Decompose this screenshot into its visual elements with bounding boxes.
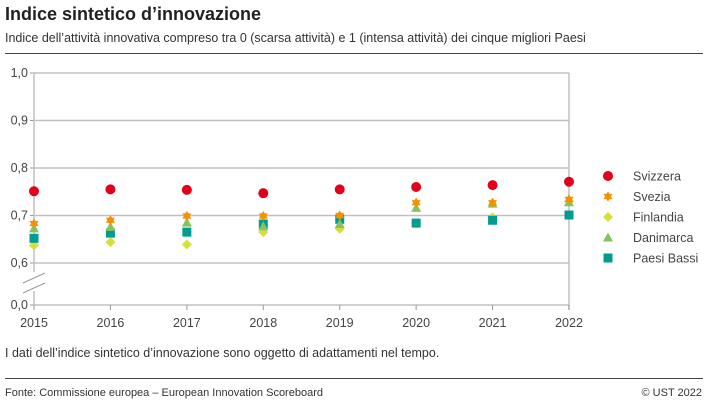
data-point-star bbox=[488, 197, 498, 208]
data-point-circle bbox=[411, 182, 422, 192]
x-tick-label: 2016 bbox=[97, 316, 125, 330]
data-point-triangle bbox=[105, 221, 116, 231]
data-point-circle bbox=[105, 184, 116, 195]
x-tick-label: 2017 bbox=[173, 316, 201, 330]
data-point-star bbox=[258, 210, 268, 221]
legend-label: Finlandia bbox=[633, 211, 684, 225]
legend-label: Paesi Bassi bbox=[633, 252, 698, 266]
data-point-star bbox=[105, 215, 115, 226]
y-tick-label: 0,9 bbox=[11, 114, 28, 128]
legend-marker-diamond bbox=[603, 212, 613, 222]
legend-marker-star bbox=[603, 191, 613, 202]
legend-marker-circle bbox=[603, 171, 613, 181]
data-point-diamond bbox=[29, 240, 39, 251]
data-point-star bbox=[411, 197, 421, 208]
copyright-text: © UST 2022 bbox=[641, 387, 703, 399]
legend-label: Danimarca bbox=[633, 231, 693, 245]
data-point-diamond bbox=[181, 239, 192, 250]
data-point-square bbox=[29, 233, 39, 243]
chart-subtitle: Indice dell’attività innovativa compreso… bbox=[5, 31, 586, 45]
data-point-circle bbox=[334, 184, 345, 195]
y-tick-label: 0,6 bbox=[11, 256, 28, 270]
source-text: Fonte: Commissione europea – European In… bbox=[5, 387, 323, 399]
bottom-divider bbox=[5, 378, 703, 379]
legend-label: Svezia bbox=[633, 190, 671, 204]
data-point-square bbox=[564, 210, 574, 220]
y-tick-label: 0,7 bbox=[11, 209, 28, 223]
data-point-circle bbox=[487, 180, 498, 191]
legend-label: Svizzera bbox=[633, 170, 681, 184]
data-point-star bbox=[335, 210, 345, 221]
axis-break-mark bbox=[22, 272, 46, 284]
data-point-square bbox=[488, 215, 498, 225]
x-tick-label: 2020 bbox=[402, 316, 430, 330]
x-tick-label: 2015 bbox=[20, 316, 48, 330]
data-point-circle bbox=[29, 186, 39, 197]
top-divider bbox=[5, 53, 703, 54]
data-point-square bbox=[105, 228, 115, 238]
axis-break-mark bbox=[22, 282, 46, 294]
footnote: I dati dell’indice sintetico d’innovazio… bbox=[5, 346, 440, 360]
data-point-diamond bbox=[105, 237, 116, 248]
data-point-circle bbox=[564, 176, 574, 187]
x-tick-label: 2022 bbox=[555, 316, 583, 330]
x-tick-label: 2019 bbox=[326, 316, 354, 330]
data-point-triangle bbox=[334, 219, 345, 229]
data-point-circle bbox=[258, 188, 269, 199]
data-point-circle bbox=[181, 184, 192, 195]
y-tick-label: 0,0 bbox=[11, 298, 28, 312]
legend-marker-square bbox=[603, 253, 613, 263]
data-point-star bbox=[564, 194, 574, 205]
data-point-square bbox=[182, 227, 192, 237]
data-point-square bbox=[411, 218, 421, 228]
data-point-star bbox=[29, 218, 39, 229]
data-point-triangle bbox=[181, 217, 192, 227]
data-point-triangle bbox=[258, 221, 269, 231]
x-tick-label: 2021 bbox=[479, 316, 507, 330]
y-tick-label: 0,8 bbox=[11, 161, 28, 175]
x-tick-label: 2018 bbox=[249, 316, 277, 330]
legend-marker-triangle bbox=[603, 232, 613, 242]
chart-title: Indice sintetico d’innovazione bbox=[5, 4, 262, 24]
y-tick-label: 1,0 bbox=[11, 66, 28, 80]
data-point-star bbox=[182, 210, 192, 221]
